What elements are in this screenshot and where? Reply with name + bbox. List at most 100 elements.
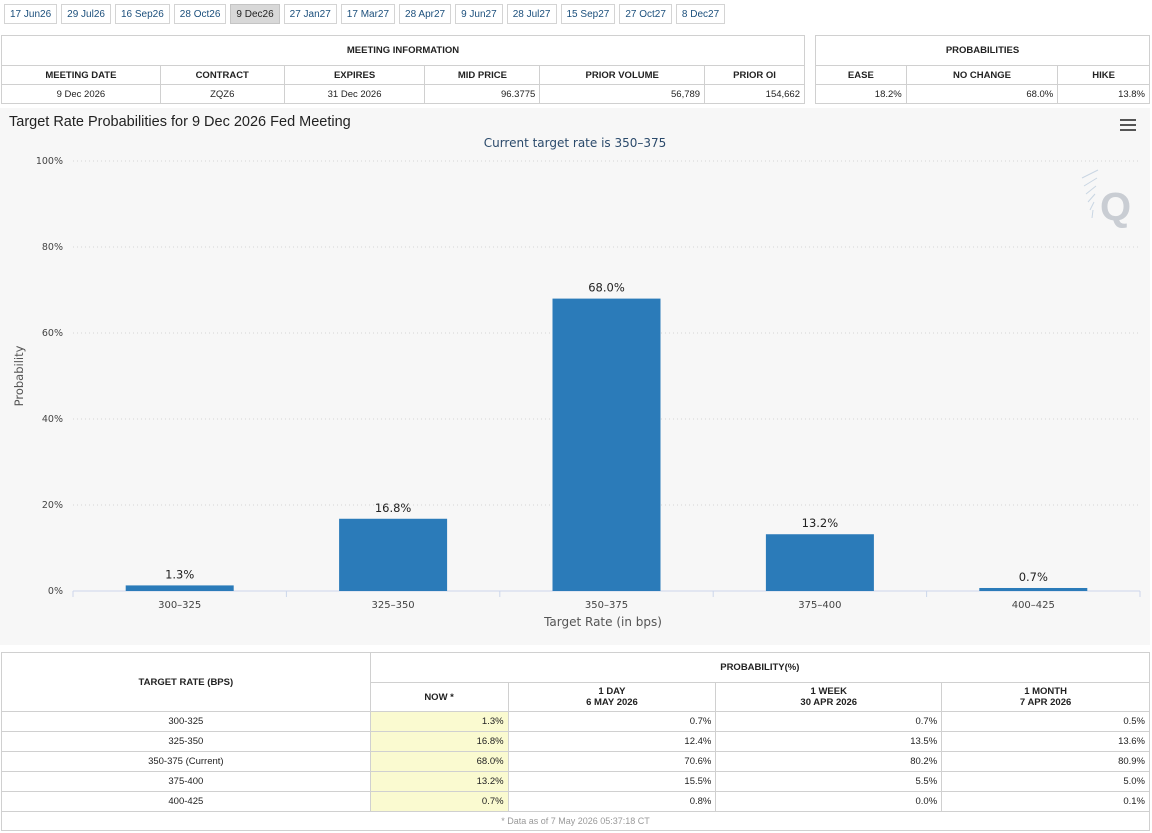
col-meeting-date: MEETING DATE	[1, 65, 161, 85]
table-row: 300-325 1.3% 0.7% 0.7% 0.5%	[1, 711, 1150, 732]
probability-cell: 70.6%	[507, 751, 717, 772]
target-rate-cell: 300-325	[1, 711, 371, 732]
probability-cell: 15.5%	[507, 771, 717, 792]
table-row: 400-425 0.7% 0.8% 0.0% 0.1%	[1, 791, 1150, 812]
tab-10[interactable]: 15 Sep27	[560, 4, 616, 24]
col-ease: EASE	[815, 65, 907, 85]
x-tick-label: 325–350	[372, 600, 415, 611]
table-row: 325-350 16.8% 12.4% 13.5% 13.6%	[1, 731, 1150, 752]
target-rate-cell: 325-350	[1, 731, 371, 752]
target-rate-cell: 400-425	[1, 791, 371, 812]
col-hike: HIKE	[1057, 65, 1150, 85]
probability-cell: 0.0%	[715, 791, 943, 812]
target-rate-cell: 375-400	[1, 771, 371, 792]
probability-cell: 1.3%	[369, 711, 509, 732]
col-prior-volume: PRIOR VOLUME	[539, 65, 706, 85]
bar-1	[339, 518, 448, 591]
prob-subheader-line2: 30 APR 2026	[800, 697, 858, 708]
x-tick-label: 400–425	[1012, 600, 1055, 611]
hamburger-menu-icon[interactable]	[1120, 119, 1136, 131]
table-row: 350-375 (Current) 68.0% 70.6% 80.2% 80.9%	[1, 751, 1150, 772]
probability-cell: 13.2%	[369, 771, 509, 792]
tab-7[interactable]: 28 Apr27	[399, 4, 452, 24]
bar-4	[979, 587, 1088, 591]
watermark-stroke	[1085, 185, 1097, 195]
col-expires: EXPIRES	[283, 65, 426, 85]
data-label: 13.2%	[802, 516, 839, 530]
probability-cell: 5.5%	[715, 771, 943, 792]
col-contract: CONTRACT	[159, 65, 285, 85]
prior-volume-value: 56,789	[539, 84, 706, 104]
x-axis-title: Target Rate (in bps)	[543, 615, 662, 629]
tab-12[interactable]: 8 Dec27	[675, 4, 726, 24]
col-target-rate: TARGET RATE (BPS)	[1, 652, 371, 712]
bar-0	[125, 585, 234, 591]
data-label: 16.8%	[375, 501, 412, 515]
tab-3[interactable]: 28 Oct26	[173, 4, 227, 24]
watermark-stroke	[1087, 193, 1096, 203]
prob-subheader-3: 1 MONTH 7 APR 2026	[941, 682, 1150, 712]
x-tick-label: 375–400	[798, 600, 841, 611]
hike-value: 13.8%	[1057, 84, 1150, 104]
probability-cell: 0.8%	[507, 791, 717, 812]
probabilities-table: PROBABILITIES EASE NO CHANGE HIKE 18.2% …	[815, 35, 1150, 104]
probability-cell: 0.7%	[507, 711, 717, 732]
tab-0[interactable]: 17 Jun26	[4, 4, 58, 24]
probability-cell: 80.2%	[715, 751, 943, 772]
probability-bar-chart: Q Current target rate is 350–375 0% 20% 40% 6…	[12, 136, 1141, 629]
mid-price-value: 96.3775	[424, 84, 541, 104]
prob-subheader-line1: 1 WEEK	[810, 686, 847, 697]
ease-value: 18.2%	[815, 84, 907, 104]
probability-cell: 80.9%	[941, 751, 1150, 772]
tab-1[interactable]: 29 Jul26	[61, 4, 111, 24]
watermark-stroke	[1081, 169, 1099, 179]
meeting-date-value: 9 Dec 2026	[1, 84, 161, 104]
tab-9[interactable]: 28 Jul27	[506, 4, 557, 24]
col-prior-oi: PRIOR OI	[704, 65, 805, 85]
meeting-information-title: MEETING INFORMATION	[1, 35, 805, 66]
chart-title: Target Rate Probabilities for 9 Dec 2026…	[9, 114, 351, 130]
bar-2	[552, 298, 661, 591]
y-tick-label: 80%	[42, 242, 63, 253]
data-label: 68.0%	[588, 281, 625, 295]
prob-subheader-line2: 6 MAY 2026	[586, 697, 638, 708]
y-tick-label: 40%	[42, 414, 63, 425]
probability-cell: 16.8%	[369, 731, 509, 752]
expires-value: 31 Dec 2026	[283, 84, 426, 104]
y-tick-label: 100%	[36, 156, 63, 167]
tab-4[interactable]: 9 Dec26	[230, 4, 280, 24]
y-tick-label: 60%	[42, 328, 63, 339]
watermark-stroke	[1083, 177, 1098, 187]
probability-cell: 5.0%	[941, 771, 1150, 792]
prob-subheader-2: 1 WEEK 30 APR 2026	[715, 682, 943, 712]
prob-subheader-line1: 1 MONTH	[1024, 686, 1067, 697]
tab-2[interactable]: 16 Sep26	[114, 4, 170, 24]
probability-cell: 13.6%	[941, 731, 1150, 752]
probability-cell: 68.0%	[369, 751, 509, 772]
y-tick-label: 20%	[42, 500, 63, 511]
x-tick-label: 350–375	[585, 600, 628, 611]
tab-8[interactable]: 9 Jun27	[455, 4, 503, 24]
col-mid-price: MID PRICE	[424, 65, 541, 85]
data-label: 1.3%	[165, 567, 194, 581]
watermark-stroke	[1089, 201, 1095, 211]
watermark-stroke	[1091, 209, 1094, 219]
probability-cell: 0.1%	[941, 791, 1150, 812]
tab-5[interactable]: 27 Jan27	[283, 4, 337, 24]
y-tick-label: 0%	[48, 586, 63, 597]
bar-3	[765, 534, 874, 591]
chart-panel: Q Current target rate is 350–375 0% 20% 40% 6…	[0, 108, 1150, 645]
probability-cell: 13.5%	[715, 731, 943, 752]
probabilities-title: PROBABILITIES	[815, 35, 1150, 66]
tab-6[interactable]: 17 Mar27	[340, 4, 396, 24]
tab-11[interactable]: 27 Oct27	[619, 4, 672, 24]
contract-value: ZQZ6	[159, 84, 285, 104]
col-no-change: NO CHANGE	[905, 65, 1059, 85]
meeting-information-table: MEETING INFORMATION MEETING DATE CONTRAC…	[1, 35, 805, 104]
prob-subheader-line1: NOW *	[424, 691, 454, 703]
prob-subheader-line2: 7 APR 2026	[1019, 697, 1072, 708]
probability-group-header: PROBABILITY(%)	[369, 652, 1151, 683]
prob-subheader-0: NOW *	[369, 682, 509, 712]
chart-subtitle: Current target rate is 350–375	[484, 136, 667, 150]
probability-cell: 0.7%	[715, 711, 943, 732]
